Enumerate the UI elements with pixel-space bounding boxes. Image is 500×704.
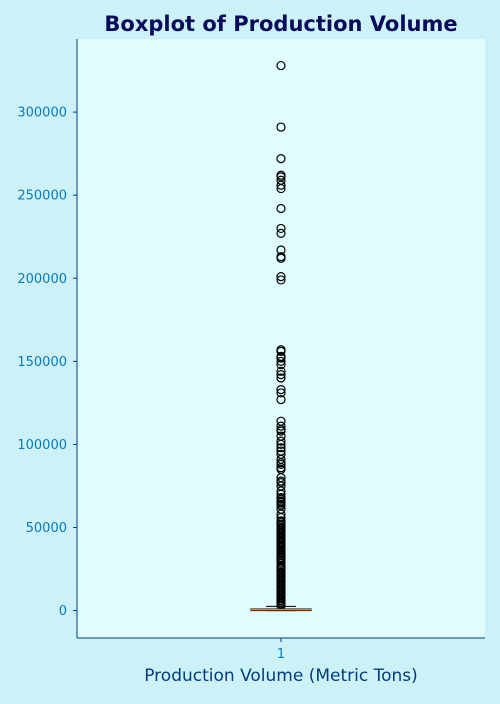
outlier-point xyxy=(276,373,286,383)
outlier-point xyxy=(276,275,286,285)
outlier-point xyxy=(276,180,286,190)
y-tick-label: 150000 xyxy=(17,355,67,370)
y-tick-label: 50000 xyxy=(26,521,67,536)
outlier-point xyxy=(276,183,286,194)
outlier-point xyxy=(276,223,286,234)
outlier-point xyxy=(276,426,286,436)
outlier-point xyxy=(276,384,286,395)
outlier-point xyxy=(276,421,286,431)
outlier-point xyxy=(276,272,286,282)
y-tick-label: 0 xyxy=(59,604,67,619)
box-element xyxy=(250,605,312,612)
outlier-point xyxy=(276,439,286,450)
x-axis-ticks: 1 xyxy=(277,638,285,662)
outlier-point xyxy=(276,228,286,239)
outlier-point xyxy=(276,370,286,380)
y-axis-ticks: 0 50000 100000 150000 200000 250000 300000 xyxy=(17,106,77,619)
outlier-point xyxy=(276,436,286,446)
outlier-point xyxy=(276,60,286,71)
outlier-point xyxy=(276,388,286,398)
y-tick-label: 250000 xyxy=(17,189,67,204)
outlier-point xyxy=(276,154,286,164)
outlier-point xyxy=(276,360,286,370)
x-axis-label: Production Volume (Metric Tons) xyxy=(144,666,418,686)
y-tick-label: 300000 xyxy=(17,106,67,121)
x-tick-label: 1 xyxy=(277,647,285,662)
outlier-point xyxy=(276,253,286,263)
outlier-point xyxy=(276,366,286,376)
outlier-point xyxy=(276,122,286,132)
outlier-point xyxy=(276,353,286,363)
outlier-point xyxy=(276,356,286,366)
outlier-point xyxy=(276,459,286,469)
outlier-points xyxy=(276,60,286,611)
chart-title: Boxplot of Production Volume xyxy=(104,12,457,36)
outlier-point xyxy=(276,443,286,453)
y-tick-label: 200000 xyxy=(17,272,67,287)
outlier-point xyxy=(276,394,286,405)
outlier-point xyxy=(276,346,286,356)
outlier-point xyxy=(276,203,286,214)
y-tick-label: 100000 xyxy=(17,438,67,453)
